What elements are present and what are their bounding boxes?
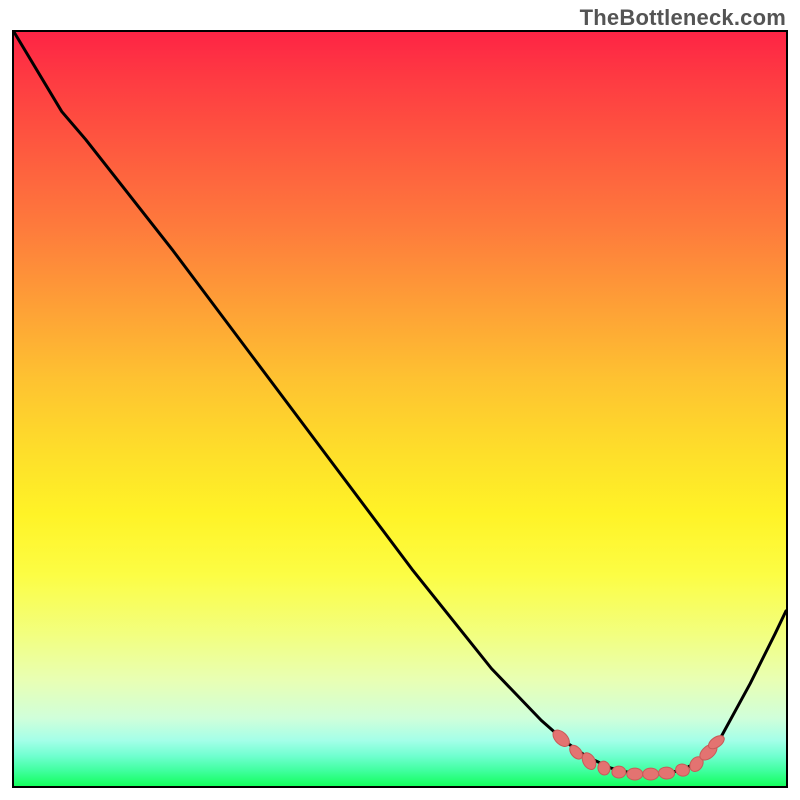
bottleneck-curve bbox=[14, 32, 786, 774]
chart-area bbox=[12, 30, 788, 788]
marker-dot bbox=[627, 768, 643, 780]
marker-dot bbox=[658, 766, 675, 779]
marker-dot bbox=[674, 763, 691, 778]
chart-svg bbox=[14, 32, 786, 786]
chart-container: TheBottleneck.com bbox=[0, 0, 800, 800]
watermark-text: TheBottleneck.com bbox=[580, 5, 786, 31]
marker-dot bbox=[612, 766, 626, 778]
curve-markers bbox=[550, 727, 727, 780]
marker-dot bbox=[643, 768, 659, 780]
